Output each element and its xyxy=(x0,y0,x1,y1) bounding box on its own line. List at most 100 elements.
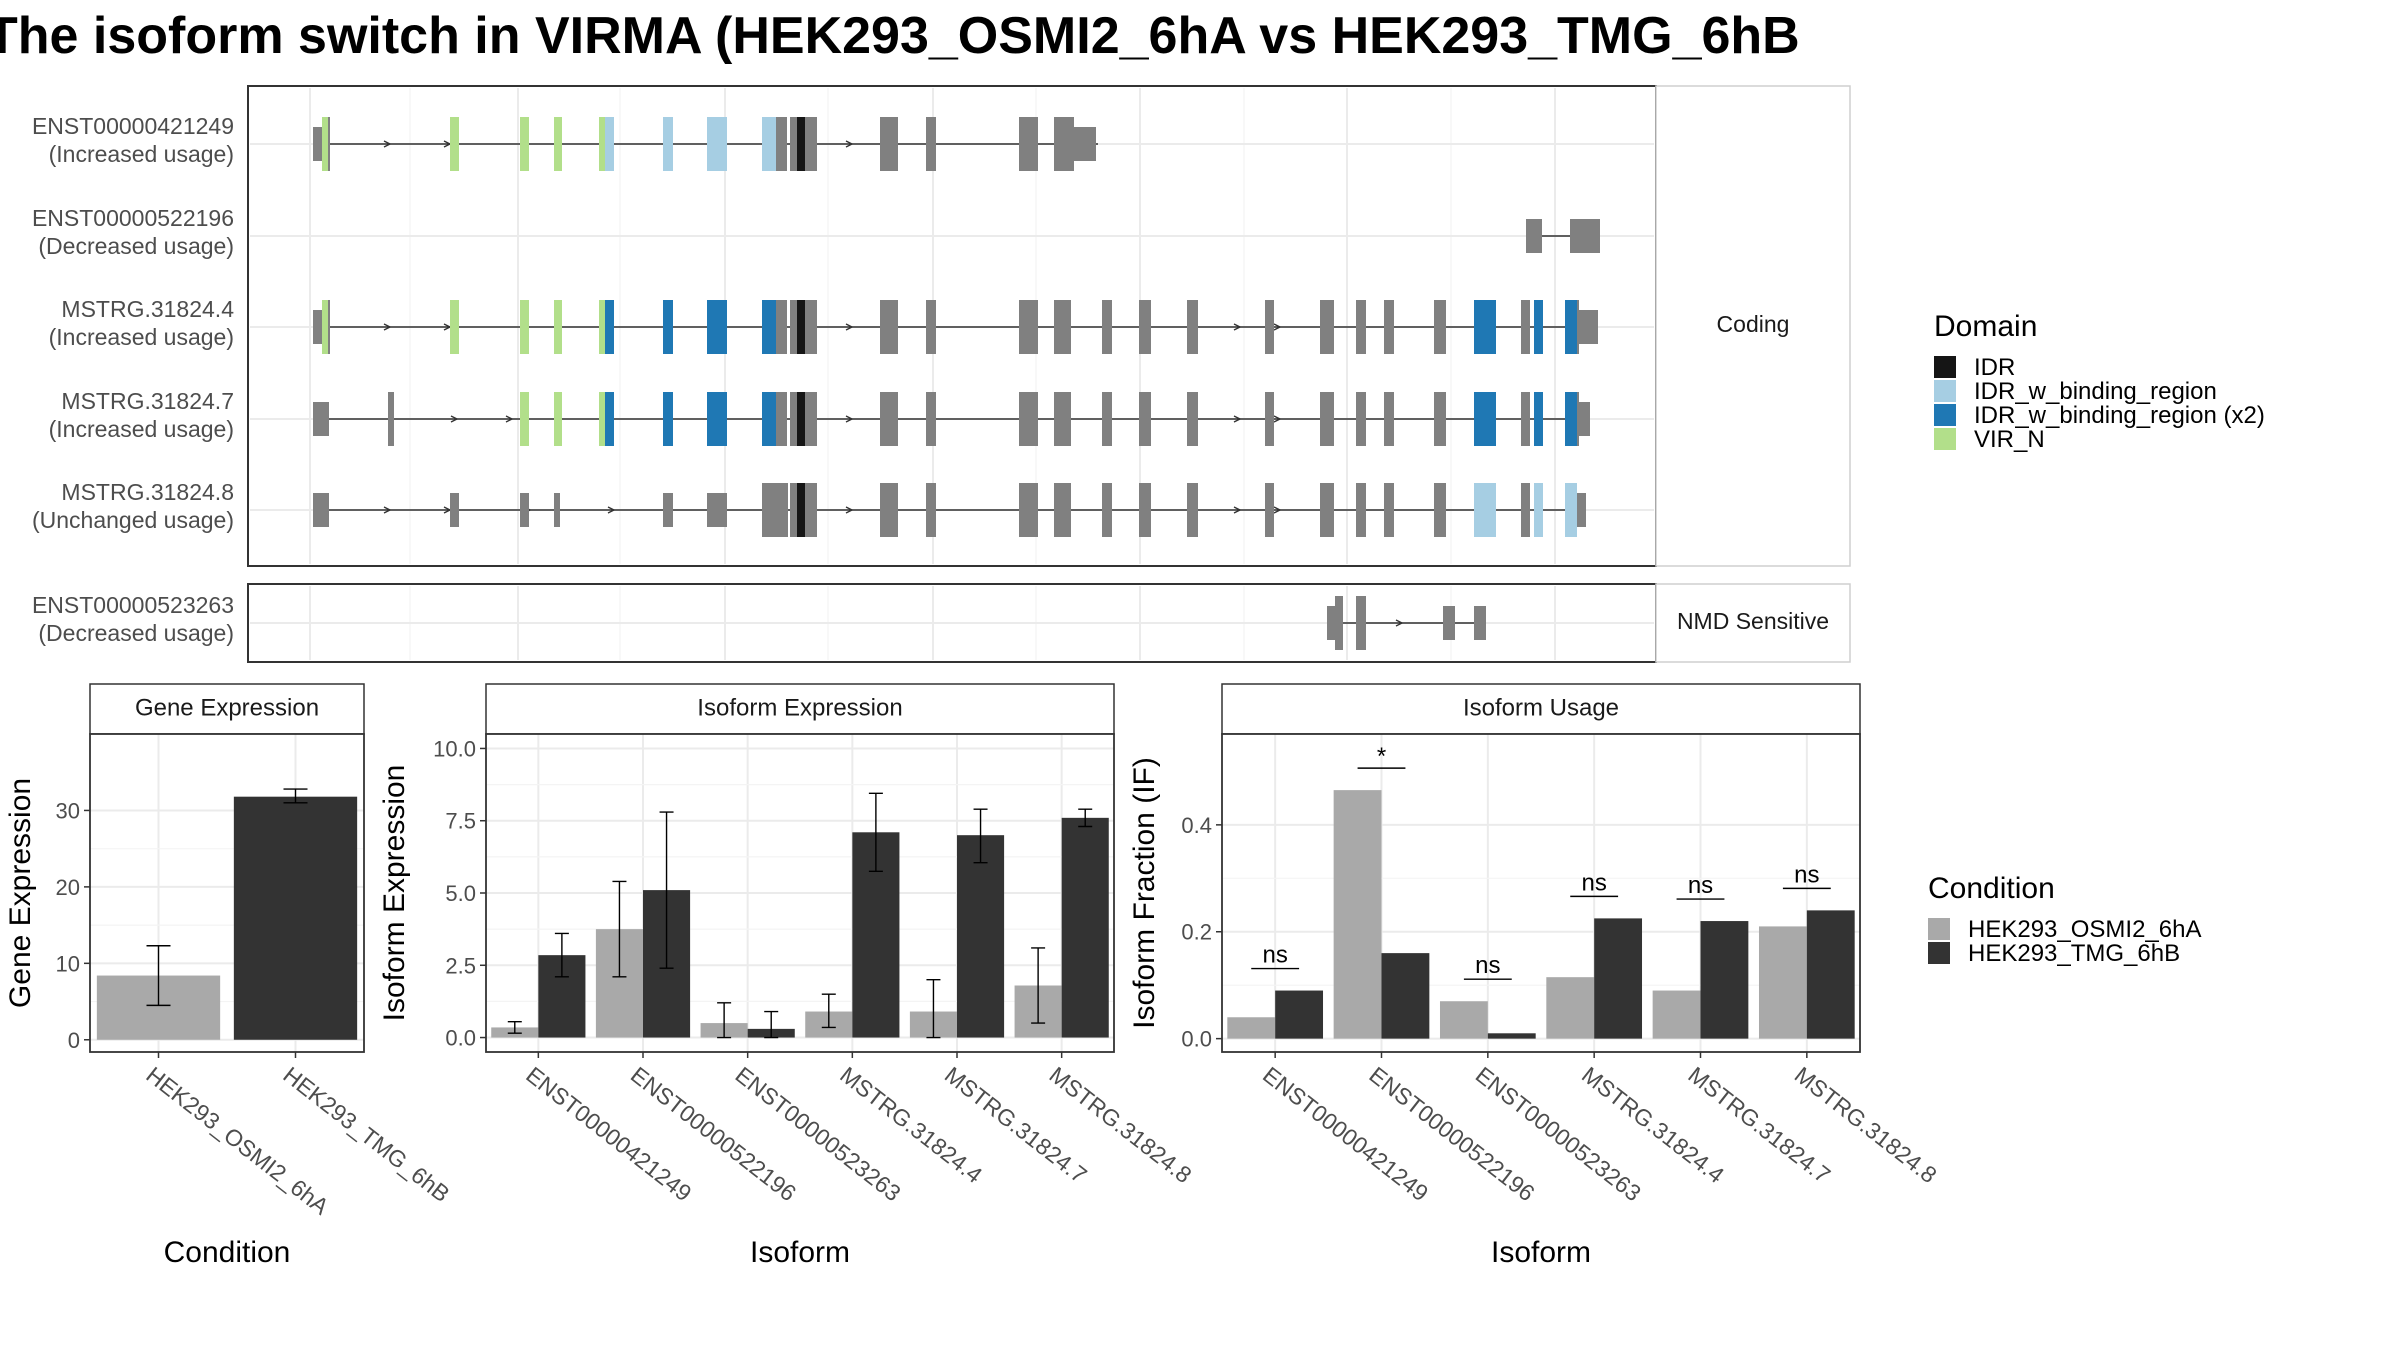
legend-label: IDR_w_binding_region xyxy=(1974,378,2217,405)
isoform-name-label: MSTRG.31824.7 xyxy=(61,388,234,414)
direction-arrow xyxy=(450,415,459,423)
facet-title: Gene Expression xyxy=(135,694,319,721)
exon xyxy=(1265,300,1274,354)
direction-arrow xyxy=(1395,619,1404,627)
bar xyxy=(1758,926,1807,1039)
legend-swatch xyxy=(1934,380,1956,402)
nmd-panel-label: NMD Sensitive xyxy=(1677,608,1829,634)
exon xyxy=(1265,483,1274,537)
exon xyxy=(880,392,898,446)
error-bar xyxy=(507,1020,522,1034)
domain-block xyxy=(554,392,562,446)
domain-block xyxy=(1474,483,1496,537)
y-tick-label: 30 xyxy=(56,798,80,823)
plot-border xyxy=(485,733,1115,1053)
legend-label: VIR_N xyxy=(1974,426,2045,453)
significance-label: ns xyxy=(1581,869,1606,896)
exon xyxy=(1102,300,1112,354)
exon-utr xyxy=(1327,606,1335,640)
domain-block xyxy=(1565,392,1577,446)
exon xyxy=(1335,596,1343,650)
legend-label: HEK293_TMG_6hB xyxy=(1968,940,2180,967)
direction-arrow xyxy=(383,506,392,514)
exon-utr xyxy=(450,493,459,527)
legend-swatch xyxy=(1934,428,1956,450)
isoform-usage-label: (Decreased usage) xyxy=(38,620,234,646)
exon-utr xyxy=(1578,402,1590,436)
coding-panel: Coding xyxy=(247,85,1851,567)
domain-block xyxy=(599,300,608,354)
domain-block xyxy=(605,300,614,354)
legend-domain: Domain IDRIDR_w_binding_regionIDR_w_bindi… xyxy=(1934,310,2265,453)
exon xyxy=(1054,483,1071,537)
exon xyxy=(1526,219,1542,253)
domain-block xyxy=(1534,392,1543,446)
legend-swatch xyxy=(1934,356,1956,378)
domain-block xyxy=(450,300,459,354)
bar xyxy=(1806,910,1855,1039)
isoform-name-label: ENST00000522196 xyxy=(32,205,234,231)
exon xyxy=(880,483,898,537)
direction-arrow xyxy=(1233,506,1242,514)
direction-arrow xyxy=(845,415,854,423)
exon xyxy=(775,392,787,446)
exon xyxy=(1521,483,1530,537)
exon xyxy=(772,483,788,537)
domain-block xyxy=(520,117,529,171)
exon xyxy=(926,392,936,446)
direction-arrow xyxy=(1233,323,1242,331)
domain-block xyxy=(450,117,459,171)
legend-swatch xyxy=(1934,404,1956,426)
bar xyxy=(957,835,1005,1038)
error-bar xyxy=(283,788,308,804)
direction-arrow xyxy=(845,140,854,148)
bar xyxy=(1594,918,1643,1039)
isoform-track-ENST00000522196 xyxy=(1526,219,1600,253)
domain-block xyxy=(797,117,805,171)
exon xyxy=(1356,392,1366,446)
significance-label: ns xyxy=(1475,952,1500,979)
y-tick-label: 0.0 xyxy=(1181,1027,1212,1052)
error-bar xyxy=(1031,947,1046,1024)
plot-area xyxy=(1222,734,1860,1052)
plot-border xyxy=(89,733,365,1053)
exon-utr xyxy=(313,127,323,161)
exon xyxy=(1320,300,1334,354)
y-tick-label: 5.0 xyxy=(445,881,476,906)
direction-arrow xyxy=(1273,323,1282,331)
direction-arrow xyxy=(1233,415,1242,423)
isoform-labels: ENST00000421249(Increased usage)ENST0000… xyxy=(32,113,234,646)
exon xyxy=(1019,117,1038,171)
error-bar xyxy=(821,993,836,1029)
significance-label: * xyxy=(1377,743,1386,770)
exon xyxy=(388,392,394,446)
error-bar xyxy=(146,945,171,1007)
y-tick-label: 0 xyxy=(68,1028,80,1053)
y-axis-title: Gene Expression xyxy=(4,778,37,1008)
domain-block xyxy=(797,300,805,354)
exon xyxy=(1434,483,1446,537)
exon xyxy=(1356,483,1366,537)
domain-block xyxy=(554,117,562,171)
error-bar xyxy=(868,792,883,873)
y-tick-label: 7.5 xyxy=(445,809,476,834)
error-bar xyxy=(764,1010,779,1039)
bar xyxy=(1546,977,1595,1039)
exon xyxy=(775,117,787,171)
y-tick-label: 0.2 xyxy=(1181,920,1212,945)
significance-label: ns xyxy=(1794,861,1819,888)
exon xyxy=(1320,392,1334,446)
bar xyxy=(1381,953,1430,1039)
domain-block xyxy=(762,300,776,354)
significance-label: ns xyxy=(1262,942,1287,969)
exon xyxy=(1384,300,1394,354)
domain-block xyxy=(1474,392,1496,446)
isoform-name-label: ENST00000421249 xyxy=(32,113,234,139)
facet-strip xyxy=(1221,683,1861,735)
domain-block xyxy=(663,392,673,446)
exon-utr xyxy=(313,402,329,436)
exon xyxy=(1320,483,1334,537)
exon-utr xyxy=(554,493,560,527)
